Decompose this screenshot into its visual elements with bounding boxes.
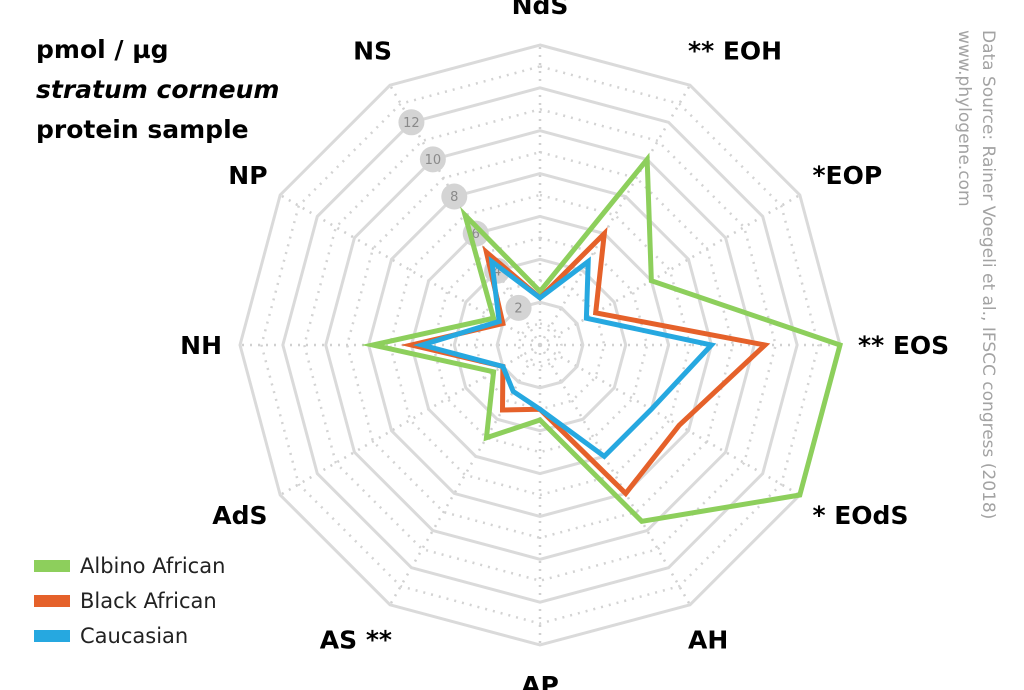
legend: Albino African Black African Caucasian: [34, 548, 225, 653]
axis-label-2: *EOP: [812, 161, 882, 190]
legend-item-black-african: Black African: [34, 583, 225, 618]
axis-label-7: AS **: [320, 625, 392, 654]
ring-label: 8: [450, 190, 458, 205]
ring-label: 4: [493, 264, 501, 279]
series-line-caucasian: [413, 255, 717, 460]
ring-label-bubble: [398, 109, 425, 136]
data-source-note: Data Source: Rainer Voegeli et al., IFSC…: [952, 30, 1000, 590]
legend-item-albino-african: Albino African: [34, 548, 225, 583]
axis-label-10: NP: [228, 161, 267, 190]
ring-12: [281, 86, 799, 604]
legend-item-caucasian: Caucasian: [34, 618, 225, 653]
axis-label-3: ** EOS: [858, 331, 949, 360]
source-line-2: www.phylogene.com: [954, 30, 974, 207]
spoke-8: [279, 343, 541, 497]
spoke-4: [539, 343, 801, 497]
ring-label-bubble: [419, 146, 446, 173]
radar-grid: [238, 43, 842, 647]
ring-minor-13: [260, 65, 820, 625]
series-line-albino-african: [361, 152, 844, 524]
ring-label: 12: [403, 116, 420, 131]
ring-label: 10: [425, 153, 442, 168]
ring-10: [324, 129, 756, 561]
legend-swatch: [34, 594, 70, 607]
source-line-1: Data Source: Rainer Voegeli et al., IFSC…: [978, 30, 998, 520]
spoke-7: [388, 344, 542, 606]
spoke-1: [538, 84, 692, 346]
radar-series: [361, 152, 844, 524]
ring-4: [452, 257, 628, 433]
title-line-1: pmol / µg: [36, 35, 169, 64]
legend-label: Albino African: [80, 553, 226, 578]
legend-swatch: [34, 559, 70, 572]
axis-label-11: NS: [353, 37, 392, 66]
ring-label-bubble: [505, 294, 532, 321]
axis-label-9: NH: [180, 331, 222, 360]
ring-14: [238, 43, 842, 647]
spoke-5: [538, 344, 692, 606]
axis-label-0: NdS: [512, 0, 569, 20]
ring-minor-7: [388, 193, 692, 497]
ring-label: 2: [514, 301, 522, 316]
axis-label-6: AP: [521, 671, 559, 690]
title-line-3: protein sample: [36, 115, 249, 144]
ring-label: 6: [472, 227, 480, 242]
axis-label-1: ** EOH: [688, 37, 782, 66]
legend-swatch: [34, 629, 70, 642]
axis-label-5: AH: [688, 625, 728, 654]
legend-label: Black African: [80, 588, 217, 613]
title-line-2: stratum corneum: [36, 75, 280, 104]
ring-8: [367, 172, 713, 518]
axis-label-8: AdS: [212, 501, 267, 530]
legend-label: Caucasian: [80, 623, 189, 648]
spoke-2: [539, 193, 801, 347]
axis-label-4: * EOdS: [812, 501, 908, 530]
chart-title: pmol / µg stratum corneum protein sample: [36, 30, 279, 150]
axis-labels: NdS ** EOH *EOP ** EOS * EOdS AH AP AS ** AdS NH N…: [180, 0, 949, 690]
ring-label-bubble: [441, 183, 468, 210]
